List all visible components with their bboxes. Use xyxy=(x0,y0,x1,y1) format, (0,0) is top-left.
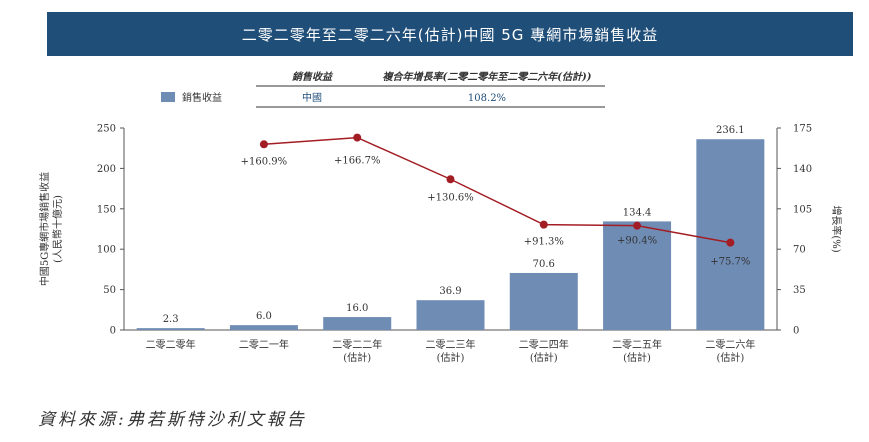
chart-title: 二零二零年至二零二六年(估計)中國 5G 專網市場銷售收益 xyxy=(47,12,853,56)
y2-tick-label: 105 xyxy=(793,204,812,215)
growth-point xyxy=(353,133,362,142)
bar xyxy=(509,272,578,330)
y2-tick-label: 35 xyxy=(793,285,806,296)
y-tick-label: 0 xyxy=(110,326,116,337)
bar xyxy=(229,325,298,330)
bar-value-label: 16.0 xyxy=(346,303,368,314)
y2-tick-label: 0 xyxy=(793,326,799,337)
x-tick-label: (估計) xyxy=(623,351,651,364)
x-tick-label: 二零二四年 xyxy=(519,338,569,351)
y-ticks-left: 0 50 100 150 200 250 xyxy=(97,124,124,337)
x-tick-label: 二零二六年 xyxy=(705,338,755,351)
x-tick-label: 二零二零年 xyxy=(146,338,196,351)
growth-point xyxy=(726,238,735,247)
bar-value-label: 134.4 xyxy=(623,207,652,218)
bar-value-label: 6.0 xyxy=(256,311,272,322)
y-tick-label: 200 xyxy=(97,164,116,175)
y-axis-title-unit: (人民幣十億元) xyxy=(51,195,64,263)
bar-value-label: 70.6 xyxy=(533,259,555,270)
legend-series-name: 銷售收益 xyxy=(182,91,222,104)
y2-tick-label: 140 xyxy=(793,164,812,175)
legend-header-revenue: 銷售收益 xyxy=(292,71,334,83)
y2-axis-title: 增長率(%) xyxy=(830,205,843,252)
x-tick-label: (估計) xyxy=(716,351,744,364)
y-ticks-right: 0 35 70 105 140 175 xyxy=(777,124,812,337)
y-tick-label: 150 xyxy=(97,204,116,215)
legend-row-value: 108.2% xyxy=(468,93,506,104)
growth-value-label: +90.4% xyxy=(617,236,657,247)
growth-value-label: +130.6% xyxy=(427,192,474,203)
growth-point xyxy=(446,175,455,184)
legend-swatch xyxy=(161,92,175,102)
growth-value-label: +75.7% xyxy=(710,257,750,268)
growth-point xyxy=(259,140,268,149)
growth-value-label: +91.3% xyxy=(524,237,564,248)
bar xyxy=(696,139,765,330)
x-tick-label: (估計) xyxy=(343,351,371,364)
source-note: 資料來源:弗若斯特沙利文報告 xyxy=(38,410,307,430)
bar xyxy=(323,317,392,330)
growth-line-series: +160.9% +166.7% +130.6% +91.3% +90.4% +75.7% xyxy=(241,133,750,268)
growth-line xyxy=(263,136,731,244)
y-tick-label: 100 xyxy=(97,245,116,256)
y-axis-title: 中國5G專網市場銷售收益 xyxy=(38,172,51,286)
bar-value-label: 36.9 xyxy=(439,286,461,297)
growth-value-label: +166.7% xyxy=(334,156,381,167)
growth-point xyxy=(539,220,548,229)
x-tick-label: 二零二二年 xyxy=(332,338,382,351)
legend-row-label: 中國 xyxy=(302,91,322,104)
y2-tick-label: 175 xyxy=(793,124,812,135)
bar xyxy=(416,300,485,330)
x-tick-label: 二零二五年 xyxy=(612,338,662,351)
bar-value-label: 2.3 xyxy=(163,314,179,325)
bar-series: 2.3 6.0 16.0 36.9 70.6 134.4 236.1 xyxy=(136,125,765,330)
growth-point xyxy=(633,221,642,230)
x-tick-label: (估計) xyxy=(530,351,558,364)
y-tick-label: 250 xyxy=(97,124,116,135)
x-tick-label: (估計) xyxy=(437,351,465,364)
x-tick-label: 二零二一年 xyxy=(239,338,289,351)
x-tick-label: 二零二三年 xyxy=(426,338,476,351)
bar-value-label: 236.1 xyxy=(716,125,745,136)
legend-table: 銷售收益 銷售收益 複合年增長率(二零二零年至二零二六年(估計)) 中國 108… xyxy=(161,71,605,108)
y-tick-label: 50 xyxy=(103,285,116,296)
bar xyxy=(603,221,672,330)
legend-header-cagr: 複合年增長率(二零二零年至二零二六年(估計)) xyxy=(383,71,592,83)
y2-tick-label: 70 xyxy=(793,245,806,256)
x-tick-labels: 二零二零年 二零二一年 二零二二年(估計)二零二三年(估計)二零二四年(估計)二零二… xyxy=(146,338,756,364)
bar xyxy=(136,328,205,330)
growth-value-label: +160.9% xyxy=(241,156,288,167)
